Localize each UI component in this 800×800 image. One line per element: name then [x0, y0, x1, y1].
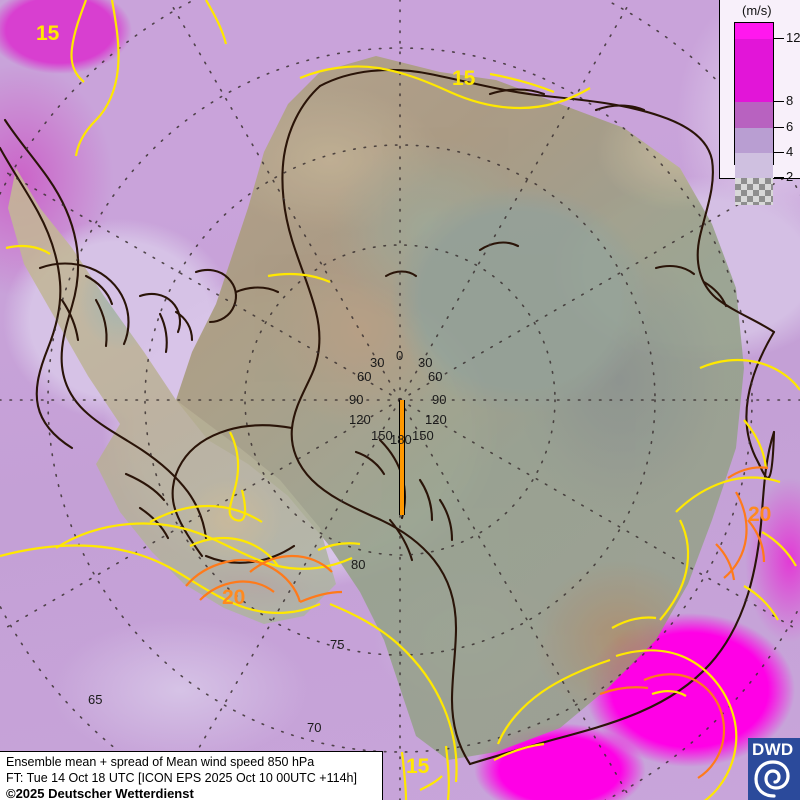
lon-label-150e: 150	[412, 428, 434, 443]
lon-label-30e: 30	[418, 355, 433, 370]
colorbar-label-4: 4	[786, 144, 794, 159]
dwd-spiral-icon	[754, 760, 790, 798]
colorbar-label-6: 6	[786, 119, 794, 134]
lon-label-30w: 30	[370, 355, 385, 370]
contour-label-20-left: 20	[222, 586, 246, 609]
lon-label-90w: 90	[349, 392, 364, 407]
lon-label-0: 0	[396, 348, 404, 363]
latitude-circle-75	[144, 144, 656, 656]
forecast-time-line: FT: Tue 14 Oct 18 UTC [ICON EPS 2025 Oct…	[6, 770, 357, 785]
latitude-circle-80	[244, 244, 556, 556]
latitude-circle-70	[47, 47, 753, 753]
dwd-logo-text: DWD	[752, 740, 794, 759]
colorbar-legend: (m/s) 12 8 6 4 2	[719, 0, 800, 205]
colorbar-label-8: 8	[786, 93, 794, 108]
colorbar-segment-below-2	[735, 178, 773, 205]
lon-label-180: 180	[390, 432, 412, 447]
colorbar-segment-above-12	[735, 23, 773, 39]
colorbar-segment-8-12	[735, 39, 773, 102]
colorbar-tick-8	[774, 101, 784, 102]
lat-label-70: 70	[307, 720, 322, 735]
colorbar-segment-4-6	[735, 128, 773, 153]
product-title: Ensemble mean + spread of Mean wind spee…	[6, 755, 315, 769]
lon-label-120w: 120	[349, 412, 371, 427]
lon-label-60w: 60	[357, 369, 372, 384]
lat-label-65: 65	[88, 692, 103, 707]
colorbar-segment-6-8	[735, 102, 773, 128]
dwd-logo: DWD	[748, 738, 800, 800]
colorbar-tick-4	[774, 152, 784, 153]
lon-label-150w: 150	[371, 428, 393, 443]
colorbar-label-12: 12	[786, 30, 800, 45]
colorbar-segment-2-4	[735, 153, 773, 178]
colorbar	[734, 22, 774, 205]
legend-unit-label: (m/s)	[742, 3, 772, 18]
lon-label-120e: 120	[425, 412, 447, 427]
caption-box: Ensemble mean + spread of Mean wind spee…	[0, 751, 383, 800]
lat-label-75: 75	[330, 637, 345, 652]
copyright-line: ©2025 Deutscher Wetterdienst	[6, 786, 194, 800]
lon-label-60e: 60	[428, 369, 443, 384]
colorbar-tick-2	[774, 177, 784, 178]
pole-meridian-marker	[399, 400, 405, 515]
colorbar-tick-12	[774, 38, 784, 39]
lon-label-90e: 90	[432, 392, 447, 407]
contour-label-15-top: 15	[452, 67, 476, 90]
contour-label-15-topleft: 15	[36, 22, 60, 45]
colorbar-tick-6	[774, 127, 784, 128]
contour-label-15-bottom: 15	[406, 755, 430, 778]
contour-label-20-right: 20	[748, 503, 772, 526]
lat-label-80: 80	[351, 557, 366, 572]
colorbar-label-2: 2	[786, 169, 794, 184]
